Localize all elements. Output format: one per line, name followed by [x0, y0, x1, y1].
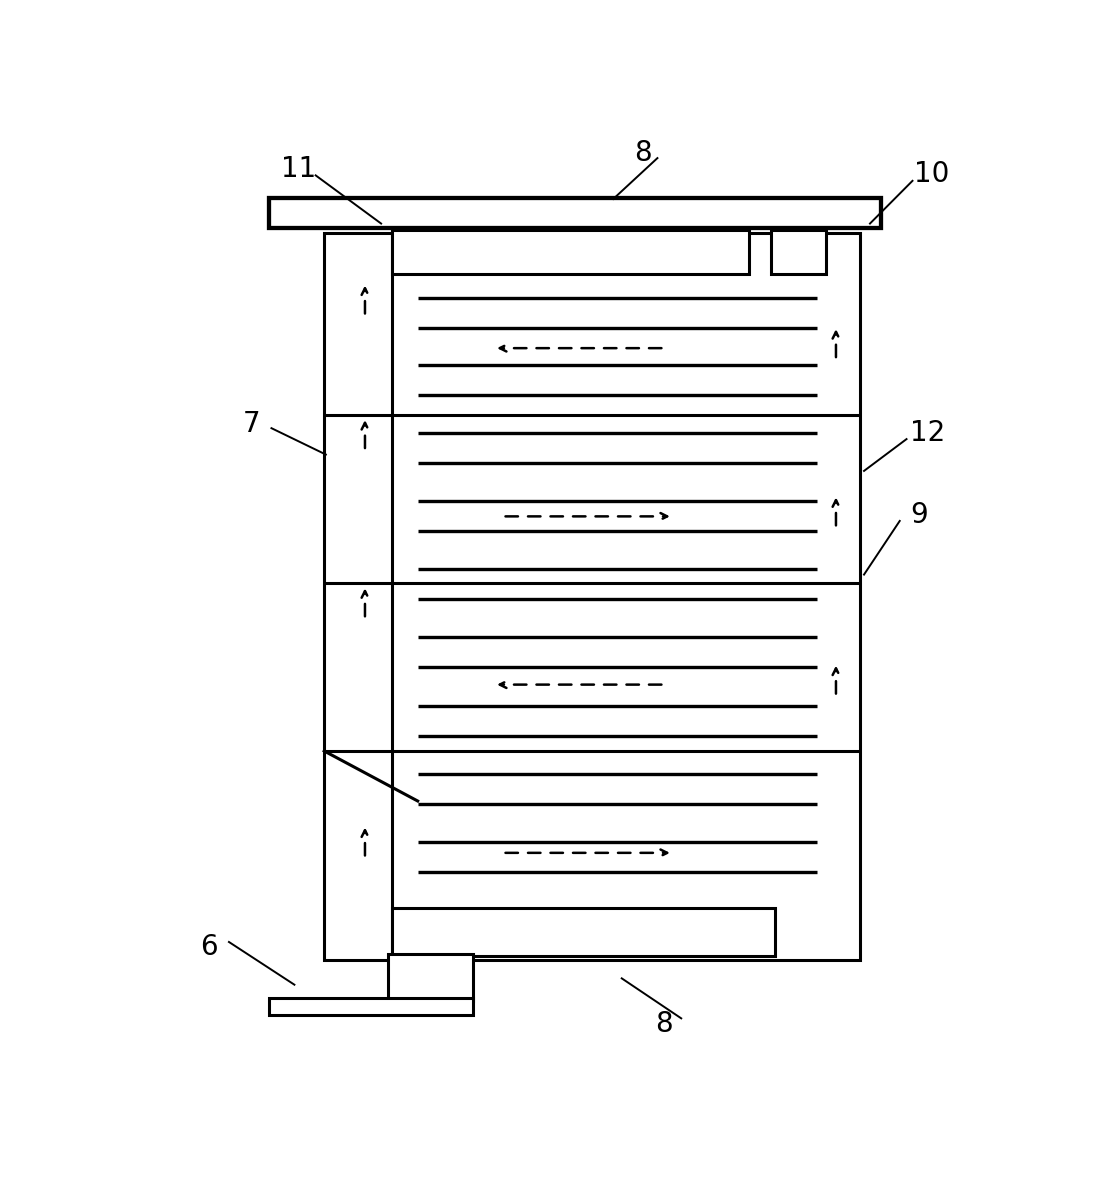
Text: 8: 8	[634, 138, 652, 167]
Bar	[269, 198, 881, 228]
Bar	[393, 908, 774, 955]
Text: 10: 10	[915, 159, 950, 188]
Text: 11: 11	[281, 155, 316, 183]
Bar	[393, 230, 749, 274]
Bar	[770, 230, 826, 274]
Text: 6: 6	[201, 933, 218, 960]
Text: 7: 7	[244, 410, 261, 438]
Text: 12: 12	[911, 419, 946, 446]
Bar	[269, 998, 473, 1014]
Bar	[325, 233, 860, 960]
Bar	[388, 954, 473, 1001]
Text: 8: 8	[655, 1010, 674, 1038]
Text: 9: 9	[911, 501, 928, 529]
